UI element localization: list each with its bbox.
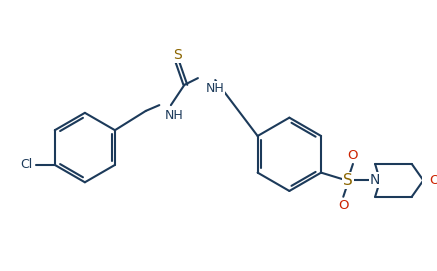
Text: O: O <box>338 199 349 212</box>
Text: NH: NH <box>165 109 184 122</box>
Text: S: S <box>343 173 353 188</box>
Text: NH: NH <box>206 82 224 95</box>
Text: S: S <box>173 48 182 62</box>
Text: O: O <box>348 149 358 162</box>
Text: Cl: Cl <box>21 159 33 172</box>
Text: N: N <box>370 173 380 187</box>
Text: O: O <box>429 174 437 187</box>
